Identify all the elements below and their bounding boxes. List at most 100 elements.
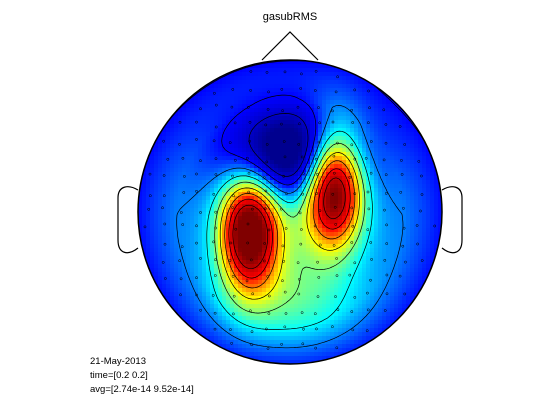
heatmap-cell: [262, 264, 267, 269]
heatmap-cell: [210, 336, 215, 341]
heatmap-cell: [202, 128, 207, 133]
heatmap-cell: [262, 208, 267, 213]
heatmap-cell: [258, 264, 263, 269]
heatmap-cell: [234, 112, 239, 117]
heatmap-cell: [366, 116, 371, 121]
heatmap-cell: [362, 116, 367, 121]
heatmap-cell: [282, 100, 287, 105]
heatmap-cell: [278, 132, 283, 137]
heatmap-cell: [230, 112, 235, 117]
heatmap-cell: [386, 240, 391, 245]
heatmap-cell: [282, 164, 287, 169]
heatmap-cell: [302, 180, 307, 185]
heatmap-cell: [306, 88, 311, 93]
electrode-dot: [249, 89, 252, 92]
heatmap-cell: [222, 256, 227, 261]
heatmap-cell: [246, 176, 251, 181]
heatmap-cell: [318, 232, 323, 237]
heatmap-cell: [358, 120, 363, 125]
heatmap-cell: [334, 184, 339, 189]
heatmap-cell: [190, 132, 195, 137]
heatmap-cell: [170, 156, 175, 161]
heatmap-cell: [326, 120, 331, 125]
heatmap-cell: [226, 152, 231, 157]
heatmap-cell: [410, 164, 415, 169]
heatmap-cell: [290, 272, 295, 277]
heatmap-cell: [342, 168, 347, 173]
heatmap-cell: [374, 296, 379, 301]
heatmap-cell: [222, 76, 227, 81]
heatmap-cell: [286, 88, 291, 93]
heatmap-cell: [198, 128, 203, 133]
electrode-dot: [332, 244, 336, 247]
heatmap-cell: [318, 260, 323, 265]
heatmap-cell: [330, 324, 335, 329]
heatmap-cell: [246, 328, 251, 333]
heatmap-cell: [366, 308, 371, 313]
heatmap-cell: [230, 188, 235, 193]
heatmap-cell: [402, 180, 407, 185]
electrode-dot: [233, 158, 237, 162]
heatmap-cell: [210, 244, 215, 249]
heatmap-cell: [302, 76, 307, 81]
heatmap-cell: [242, 140, 247, 145]
heatmap-cell: [226, 184, 231, 189]
heatmap-cell: [158, 244, 163, 249]
heatmap-cell: [262, 96, 267, 101]
heatmap-cell: [170, 160, 175, 165]
heatmap-cell: [218, 260, 223, 265]
heatmap-cell: [314, 288, 319, 293]
heatmap-cell: [310, 348, 315, 353]
heatmap-cell: [322, 112, 327, 117]
heatmap-cell: [274, 184, 279, 189]
heatmap-cell: [246, 184, 251, 189]
heatmap-cell: [234, 80, 239, 85]
heatmap-cell: [338, 300, 343, 305]
heatmap-cell: [218, 136, 223, 141]
heatmap-cell: [258, 164, 263, 169]
heatmap-cell: [262, 128, 267, 133]
heatmap-cell: [338, 84, 343, 89]
heatmap-cell: [350, 332, 355, 337]
heatmap-cell: [162, 268, 167, 273]
heatmap-cell: [226, 284, 231, 289]
heatmap-cell: [250, 280, 255, 285]
heatmap-cell: [318, 344, 323, 349]
heatmap-cell: [194, 200, 199, 205]
heatmap-cell: [202, 232, 207, 237]
heatmap-cell: [174, 224, 179, 229]
heatmap-cell: [270, 260, 275, 265]
heatmap-cell: [382, 128, 387, 133]
electrode-dot: [246, 222, 250, 226]
heatmap-cell: [218, 332, 223, 337]
heatmap-cell: [342, 120, 347, 125]
heatmap-cell: [234, 280, 239, 285]
heatmap-cell: [298, 156, 303, 161]
heatmap-cell: [210, 188, 215, 193]
heatmap-cell: [354, 188, 359, 193]
heatmap-cell: [266, 296, 271, 301]
heatmap-cell: [290, 168, 295, 173]
heatmap-cell: [278, 224, 283, 229]
heatmap-cell: [226, 256, 231, 261]
heatmap-cell: [294, 120, 299, 125]
electrode-dot: [402, 206, 405, 210]
heatmap-cell: [406, 128, 411, 133]
heatmap-cell: [218, 220, 223, 225]
heatmap-cell: [330, 200, 335, 205]
electrode-dot: [281, 279, 284, 283]
heatmap-cell: [262, 316, 267, 321]
heatmap-cell: [358, 140, 363, 145]
heatmap-cell: [350, 240, 355, 245]
heatmap-cell: [374, 176, 379, 181]
heatmap-cell: [438, 172, 442, 177]
heatmap-cell: [294, 140, 299, 145]
heatmap-cell: [406, 172, 411, 177]
heatmap-cell: [206, 136, 211, 141]
heatmap-cell: [230, 200, 235, 205]
heatmap-cell: [414, 260, 419, 265]
heatmap-cell: [266, 320, 271, 325]
heatmap-cell: [294, 196, 299, 201]
heatmap-cell: [354, 264, 359, 269]
heatmap-cell: [398, 284, 403, 289]
